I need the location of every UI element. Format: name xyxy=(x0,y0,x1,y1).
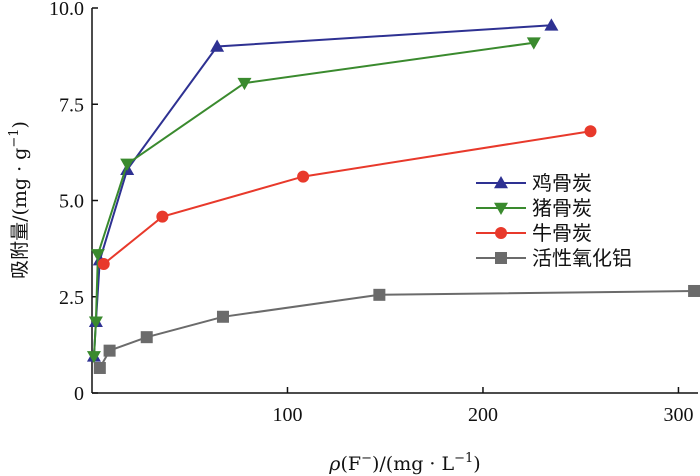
data-point xyxy=(97,258,110,271)
x-tick-label: 100 xyxy=(272,404,302,426)
data-point xyxy=(584,125,597,138)
series-line xyxy=(98,290,695,369)
legend-item: 活性氧化铝 xyxy=(476,246,632,270)
data-point xyxy=(90,249,105,262)
y-tick-label: 0 xyxy=(74,383,84,405)
series-line xyxy=(93,24,552,357)
x-axis-title-sup1: − xyxy=(361,451,372,466)
data-point xyxy=(210,39,225,52)
legend-marker xyxy=(495,252,507,264)
legend-label: 猪骨炭 xyxy=(532,196,592,220)
data-point xyxy=(103,344,116,357)
series-3 xyxy=(97,125,597,271)
series-2 xyxy=(86,37,541,364)
legend-label: 活性氧化铝 xyxy=(532,246,632,270)
legend-marker xyxy=(495,227,507,239)
y-axis-title-end: ) xyxy=(9,121,31,128)
legend-marker xyxy=(494,202,508,215)
x-axis-title-end: ) xyxy=(473,453,480,475)
data-point xyxy=(544,18,559,31)
x-axis-title: ρ(F−)/(mg · L−1) xyxy=(328,451,480,475)
series-layer xyxy=(86,18,700,374)
legend-marker xyxy=(494,176,508,189)
data-point xyxy=(237,77,252,91)
data-point xyxy=(297,170,310,183)
y-axis-title-sup: −1 xyxy=(7,128,22,147)
data-point xyxy=(156,210,169,223)
y-tick-label: 5.0 xyxy=(59,191,84,213)
data-point xyxy=(216,310,229,323)
legend-item: 牛骨炭 xyxy=(476,221,592,245)
x-tick-label: 200 xyxy=(468,404,498,426)
y-axis-title: 吸附量/(mg · g−1) xyxy=(7,121,31,279)
legend-item: 鸡骨炭 xyxy=(476,171,592,195)
series-1 xyxy=(86,18,559,362)
y-tick-label: 10.0 xyxy=(49,0,84,20)
data-point xyxy=(86,351,101,364)
data-point xyxy=(88,316,103,329)
x-axis-title-open: (F xyxy=(340,453,361,475)
y-tick-label: 7.5 xyxy=(59,94,84,116)
series-line xyxy=(103,130,591,265)
data-point xyxy=(140,331,153,344)
legend-label: 牛骨炭 xyxy=(532,221,592,245)
data-point xyxy=(688,284,700,297)
legend-item: 猪骨炭 xyxy=(476,196,592,220)
data-point xyxy=(373,288,386,301)
x-axis-title-close: )/(mg · L xyxy=(372,453,455,475)
series-line xyxy=(93,41,534,357)
data-point xyxy=(526,37,541,50)
x-tick-label: 300 xyxy=(663,404,693,426)
y-tick-label: 2.5 xyxy=(59,287,84,309)
x-axis-title-rho: ρ xyxy=(328,453,341,475)
data-point xyxy=(120,158,135,171)
y-axis-title-main: 吸附量/(mg · g xyxy=(9,148,31,279)
axes xyxy=(91,8,698,394)
ticks: 0 2.5 5.0 7.5 10.0 100 200 300 xyxy=(49,0,693,426)
x-axis-title-sup2: −1 xyxy=(454,451,473,466)
legend-label: 鸡骨炭 xyxy=(532,171,592,195)
series-4 xyxy=(93,284,700,374)
data-point xyxy=(93,361,106,374)
